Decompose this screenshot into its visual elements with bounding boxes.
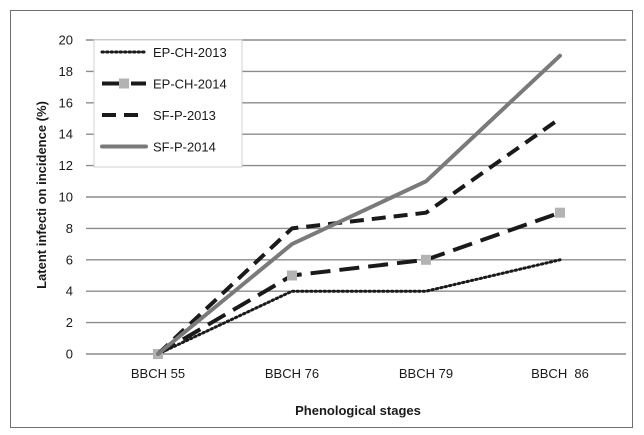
y-tick-label: 8 — [66, 221, 73, 236]
series-line-ep-ch-2013 — [156, 258, 562, 356]
series-lines — [153, 53, 565, 359]
data-point — [555, 207, 565, 218]
y-tick-label: 16 — [59, 95, 73, 110]
x-tick-label: BBCH 79 — [399, 366, 453, 381]
y-tick-label: 2 — [66, 315, 73, 330]
data-point — [287, 270, 297, 281]
legend-label: EP-CH-2014 — [153, 77, 227, 92]
x-tick-label: BBCH 76 — [265, 366, 319, 381]
x-tick-label: BBCH 55 — [131, 366, 185, 381]
data-point — [421, 254, 431, 265]
y-tick-labels: 0 2 4 6 8 10 12 14 16 18 20 — [59, 33, 73, 362]
legend-marker — [119, 78, 129, 89]
legend-label: SF-P-2013 — [153, 108, 216, 123]
y-tick-label: 0 — [66, 347, 73, 362]
series-line-sf-p-2014 — [156, 53, 562, 356]
series-line-ep-ch-2014 — [156, 210, 561, 356]
y-tick-label: 18 — [59, 64, 73, 79]
y-tick-label: 12 — [59, 158, 73, 173]
y-tick-label: 4 — [66, 284, 73, 299]
y-tick-label: 10 — [59, 190, 73, 205]
legend-label: SF-P-2014 — [153, 140, 216, 155]
x-tick-label: BBCH 86 — [531, 366, 589, 381]
legend: EP-CH-2013 EP-CH-2014 SF-P-2013 SF-P-2014 — [93, 39, 243, 168]
y-tick-label: 6 — [66, 252, 73, 267]
y-axis-title: Latent infecti on incidence (%) — [34, 101, 49, 289]
x-tick-labels: BBCH 55 BBCH 76 BBCH 79 BBCH 86 — [131, 366, 589, 381]
x-axis-title: Phenological stages — [295, 403, 421, 418]
y-tick-label: 20 — [59, 33, 73, 48]
legend-label: EP-CH-2013 — [153, 45, 227, 60]
y-tick-label: 14 — [59, 127, 73, 142]
series-line-sf-p-2013 — [156, 116, 562, 356]
